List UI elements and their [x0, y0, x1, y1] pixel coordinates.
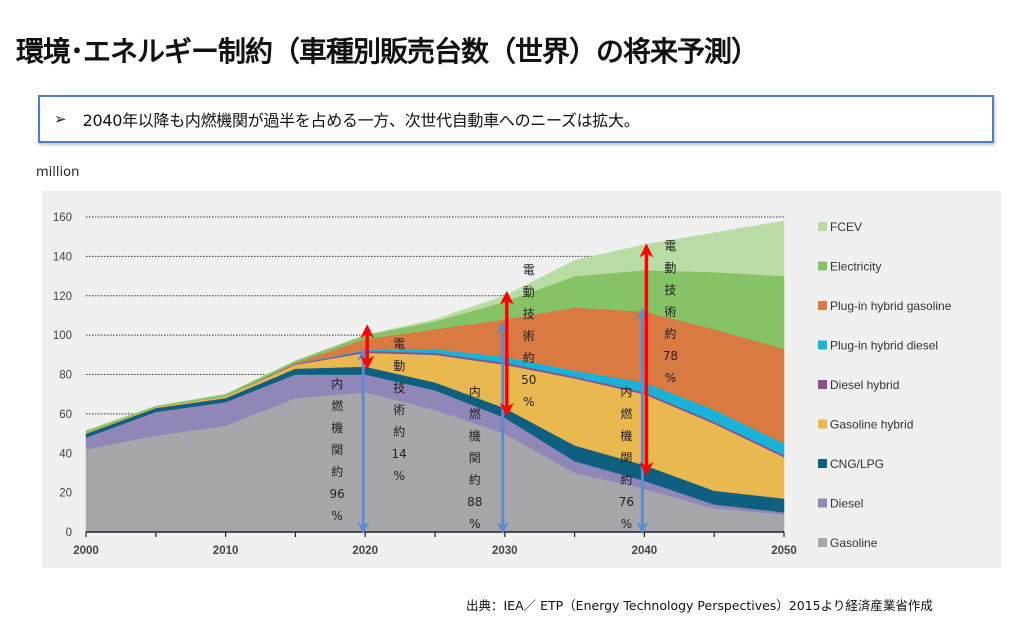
y-tick-label: 20	[59, 488, 72, 500]
legend-label: CNG/LPG	[830, 457, 884, 471]
legend-swatch	[818, 419, 827, 429]
legend-label: FCEV	[830, 220, 862, 234]
legend-label: Plug-in hybrid gasoline	[830, 299, 952, 313]
y-tick-label: 80	[59, 370, 72, 382]
ice-share-label: 機	[331, 420, 343, 435]
legend-swatch	[818, 459, 827, 468]
ice-share-label: 燃	[620, 406, 632, 421]
electric-share-label: 電	[393, 337, 405, 351]
legend-label: Diesel	[830, 497, 863, 511]
legend-label: Diesel hybrid	[830, 378, 899, 392]
bullet-arrow-icon: ➢	[54, 110, 67, 128]
ice-share-label: %	[331, 509, 342, 523]
ice-share-label: 関	[620, 451, 632, 465]
ice-share-label: 機	[620, 428, 632, 443]
electric-share-label: 電	[664, 239, 676, 253]
ice-share-label: 内	[620, 385, 632, 399]
legend-swatch	[818, 498, 827, 508]
ice-share-label: 燃	[469, 406, 481, 421]
ice-share-label: 96	[330, 487, 345, 501]
electric-share-label: 技	[664, 283, 676, 297]
electric-share-label: 約	[523, 350, 535, 365]
ice-share-label: 燃	[331, 398, 343, 413]
electric-share-label: 術	[664, 305, 676, 319]
annotations: 内燃機関約96%電動技術約14%内燃機関約88%電動技術約50%内燃機関約76%…	[330, 239, 678, 534]
x-tick-label: 2040	[632, 545, 658, 557]
electric-share-label: 78	[663, 349, 678, 363]
source-citation: 出典：IEA／ ETP（Energy Technology Perspectiv…	[466, 598, 933, 613]
y-tick-label: 40	[59, 448, 72, 460]
legend-label: Gasoline	[830, 536, 878, 550]
legend-swatch	[818, 340, 827, 350]
x-tick-label: 2000	[73, 545, 99, 557]
electric-share-label: 動	[393, 359, 405, 373]
ice-share-label: 76	[619, 495, 634, 509]
ice-share-label: 約	[620, 472, 632, 487]
electric-share-label: 約	[664, 326, 676, 341]
electric-share-label: 動	[664, 261, 676, 275]
y-axis-unit-label: million	[36, 165, 80, 180]
electric-share-label: 技	[393, 381, 405, 395]
x-tick-label: 2030	[492, 545, 518, 557]
electric-share-label: 動	[523, 285, 535, 299]
ice-share-label: 88	[467, 495, 482, 509]
ice-share-label: 機	[469, 428, 481, 443]
electric-share-label: 50	[521, 373, 536, 387]
summary-box: ➢ 2040年以降も内燃機関が過半を占める一方、次世代自動車へのニーズは拡大。	[38, 95, 994, 143]
legend-swatch	[818, 538, 827, 547]
legend-swatch	[818, 222, 827, 231]
ice-share-label: 内	[331, 377, 343, 391]
y-tick-label: 60	[59, 409, 72, 421]
y-tick-label: 100	[53, 330, 72, 342]
legend-label: Electricity	[830, 260, 881, 274]
electric-share-label: %	[393, 469, 404, 483]
electric-share-label: %	[523, 395, 534, 409]
legend-label: Gasoline hybrid	[830, 418, 913, 432]
ice-share-label: %	[621, 517, 632, 531]
ice-share-label: 約	[469, 472, 481, 487]
y-tick-label: 160	[53, 212, 72, 224]
legend-label: Plug-in hybrid diesel	[830, 339, 938, 353]
electric-share-label: 術	[393, 403, 405, 417]
electric-share-label: 14	[392, 447, 407, 461]
ice-share-label: 関	[469, 451, 481, 465]
legend-swatch	[818, 261, 827, 271]
ice-share-label: %	[469, 517, 480, 531]
ice-share-label: 約	[331, 464, 343, 479]
electric-share-label: 技	[523, 307, 535, 321]
electric-share-label: 術	[523, 329, 535, 343]
y-tick-label: 0	[66, 527, 72, 539]
legend-swatch	[818, 380, 827, 389]
summary-text: 2040年以降も内燃機関が過半を占める一方、次世代自動車へのニーズは拡大。	[82, 111, 640, 130]
x-tick-label: 2050	[771, 545, 797, 557]
page-title: 環境･エネルギー制約（車種別販売台数（世界）の将来予測）	[16, 35, 759, 68]
y-tick-label: 140	[53, 251, 72, 263]
legend-swatch	[818, 301, 827, 310]
legend: FCEV Electricity Plug-in hybrid gasoline Pl…	[818, 220, 952, 550]
area-series	[85, 220, 785, 533]
y-tick-label: 120	[53, 291, 72, 303]
ice-share-label: 内	[469, 385, 481, 399]
electric-share-label: %	[665, 371, 676, 385]
x-tick-label: 2010	[213, 545, 239, 557]
ice-share-label: 関	[331, 443, 343, 457]
electric-share-label: 電	[523, 263, 535, 277]
electric-share-label: 約	[393, 424, 405, 439]
area-fcev	[85, 220, 785, 431]
x-tick-label: 2020	[352, 545, 378, 557]
